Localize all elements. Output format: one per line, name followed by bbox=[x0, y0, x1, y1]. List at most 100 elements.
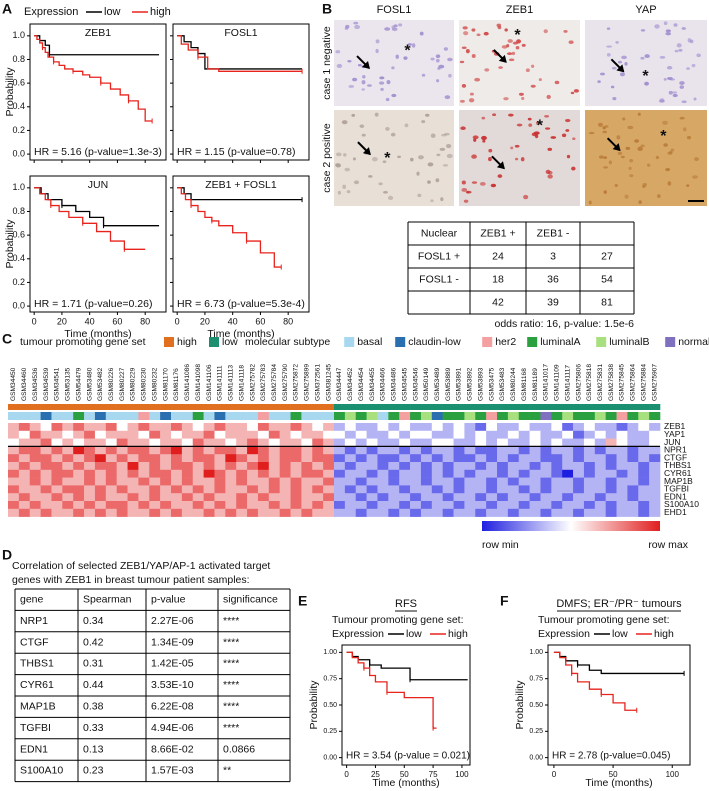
heatmap-cell bbox=[366, 493, 378, 502]
heatmap-cell bbox=[323, 508, 335, 517]
heatmap-cell bbox=[73, 430, 85, 439]
heatmap-cell bbox=[420, 469, 433, 478]
column-label: GSM53489 bbox=[434, 367, 441, 401]
nucleus bbox=[514, 157, 519, 161]
heatmap-cell bbox=[638, 454, 650, 463]
heatmap-cell bbox=[420, 438, 433, 447]
gene-set-cell bbox=[605, 404, 617, 410]
heatmap-cell bbox=[323, 430, 335, 439]
heatmap-cell bbox=[507, 423, 520, 432]
chart-title: DMFS; ER⁻/PR⁻ tumours bbox=[556, 598, 682, 610]
heatmap-cell bbox=[431, 462, 443, 471]
heatmap-cell bbox=[236, 462, 248, 471]
subtype-cell bbox=[420, 412, 433, 420]
nucleus bbox=[521, 43, 526, 47]
heatmap-cell bbox=[453, 430, 465, 439]
nucleus bbox=[621, 55, 627, 60]
panel-letter: C bbox=[2, 331, 12, 347]
heatmap-cell bbox=[540, 454, 552, 463]
heatmap-cell bbox=[18, 477, 31, 486]
nucleus bbox=[619, 72, 626, 77]
heatmap-cell bbox=[355, 477, 367, 486]
nucleus bbox=[371, 157, 378, 162]
nucleus bbox=[503, 97, 509, 101]
heatmap-cell bbox=[105, 508, 117, 517]
heatmap-cell bbox=[40, 423, 52, 432]
heatmap-cell bbox=[8, 454, 20, 463]
heatmap-cell bbox=[355, 423, 367, 432]
heatmap-cell bbox=[431, 501, 443, 510]
table-title: genes with ZEB1 in breast tumour patient… bbox=[12, 574, 250, 586]
heatmap-cell bbox=[366, 454, 378, 463]
heatmap-cell bbox=[171, 493, 183, 502]
heatmap-cell bbox=[562, 501, 574, 510]
heatmap-cell bbox=[399, 493, 411, 502]
asterisk: * bbox=[642, 68, 649, 85]
heatmap-cell bbox=[138, 469, 150, 478]
annotation: HR = 6.73 (p-value=5.3e-4) bbox=[177, 298, 305, 310]
heatmap-cell bbox=[453, 493, 465, 502]
heatmap-cell bbox=[127, 485, 139, 494]
heatmap-cell bbox=[540, 446, 552, 455]
heatmap-cell bbox=[594, 430, 606, 439]
nucleus bbox=[375, 39, 380, 44]
gene-set-cell bbox=[312, 404, 324, 410]
heatmap-cell bbox=[649, 423, 661, 432]
gene-set-cell bbox=[18, 404, 31, 410]
heatmap-cell bbox=[257, 462, 270, 471]
nucleus bbox=[571, 166, 576, 171]
heatmap-cell bbox=[377, 469, 389, 478]
heatmap-cell bbox=[18, 438, 31, 447]
nucleus bbox=[523, 194, 529, 200]
nucleus bbox=[646, 163, 651, 167]
heatmap-cell bbox=[562, 477, 574, 486]
heatmap-cell bbox=[214, 454, 226, 463]
heatmap-cell bbox=[40, 493, 52, 502]
subtype-cell bbox=[323, 412, 335, 420]
asterisk: * bbox=[384, 150, 391, 167]
heatmap-cell bbox=[649, 485, 661, 494]
table-cell: S100A10 bbox=[20, 765, 63, 777]
legend-label: low bbox=[104, 6, 121, 18]
column-label: GSM381245 bbox=[325, 364, 332, 401]
table-cell: 3 bbox=[550, 250, 556, 262]
heatmap-cell bbox=[149, 430, 161, 439]
heatmap-cell bbox=[236, 438, 248, 447]
heatmap-cell bbox=[214, 477, 226, 486]
heatmap-cell bbox=[420, 501, 433, 510]
subtype-cell bbox=[366, 412, 378, 420]
gene-set-cell bbox=[442, 404, 454, 410]
heatmap-cell bbox=[605, 454, 617, 463]
gene-set-cell bbox=[616, 404, 628, 410]
heatmap-cell bbox=[562, 430, 574, 439]
heatmap-cell bbox=[562, 485, 574, 494]
heatmap-cell bbox=[475, 485, 487, 494]
heatmap-cell bbox=[627, 469, 639, 478]
heatmap-cell bbox=[442, 469, 454, 478]
heatmap-cell bbox=[171, 469, 183, 478]
heatmap-cell bbox=[40, 454, 52, 463]
heatmap-cell bbox=[8, 501, 20, 510]
heatmap-cell bbox=[171, 446, 183, 455]
y-tick-label: 0.75 bbox=[529, 676, 543, 683]
nucleus bbox=[379, 76, 385, 80]
heatmap-cell bbox=[73, 493, 85, 502]
heatmap-cell bbox=[529, 485, 541, 494]
heatmap-cell bbox=[225, 508, 237, 517]
nucleus bbox=[666, 65, 673, 70]
column-label: GSM34541 bbox=[54, 367, 61, 401]
subtype-cell bbox=[388, 412, 400, 420]
nucleus bbox=[616, 135, 621, 140]
table-cell: THBS1 bbox=[20, 658, 54, 670]
nucleus bbox=[681, 27, 686, 30]
plot-frame bbox=[29, 175, 167, 313]
nucleus bbox=[533, 131, 540, 135]
column-label: GSM80229 bbox=[130, 367, 137, 401]
heatmap-cell bbox=[551, 485, 563, 494]
heatmap-cell bbox=[583, 493, 596, 502]
heatmap-cell bbox=[138, 477, 150, 486]
nucleus bbox=[637, 112, 641, 116]
heatmap-cell bbox=[507, 454, 520, 463]
table-row-label: FOSL1 + bbox=[418, 250, 460, 262]
nucleus bbox=[614, 183, 618, 188]
